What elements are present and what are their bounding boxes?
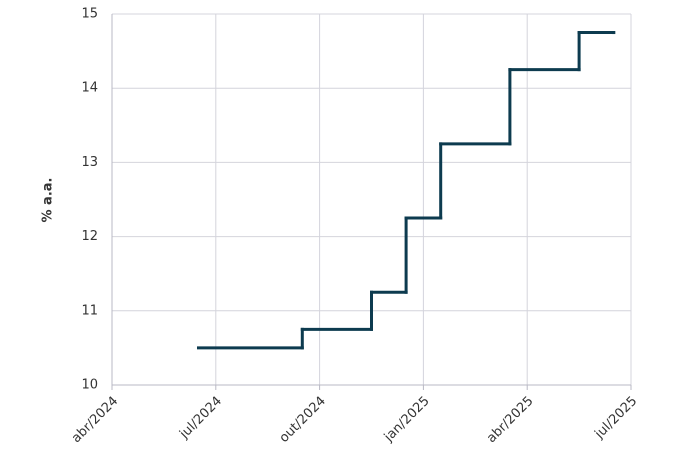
x-tick-label: jan/2025 [381, 394, 433, 446]
x-tick-label: abr/2024 [69, 394, 121, 446]
x-tick-label: abr/2025 [484, 394, 536, 446]
y-tick-label: 14 [81, 81, 98, 96]
x-tick-label: jul/2025 [592, 394, 641, 443]
y-tick-label: 11 [81, 303, 98, 318]
y-axis-label: % a.a. [41, 178, 56, 223]
y-tick-label: 12 [81, 229, 98, 244]
y-tick-label: 10 [81, 378, 98, 393]
y-tick-label: 13 [81, 155, 98, 170]
x-tick-label: jul/2024 [176, 394, 225, 443]
y-tick-label: 15 [81, 7, 98, 22]
x-tick-label: out/2024 [277, 394, 329, 446]
